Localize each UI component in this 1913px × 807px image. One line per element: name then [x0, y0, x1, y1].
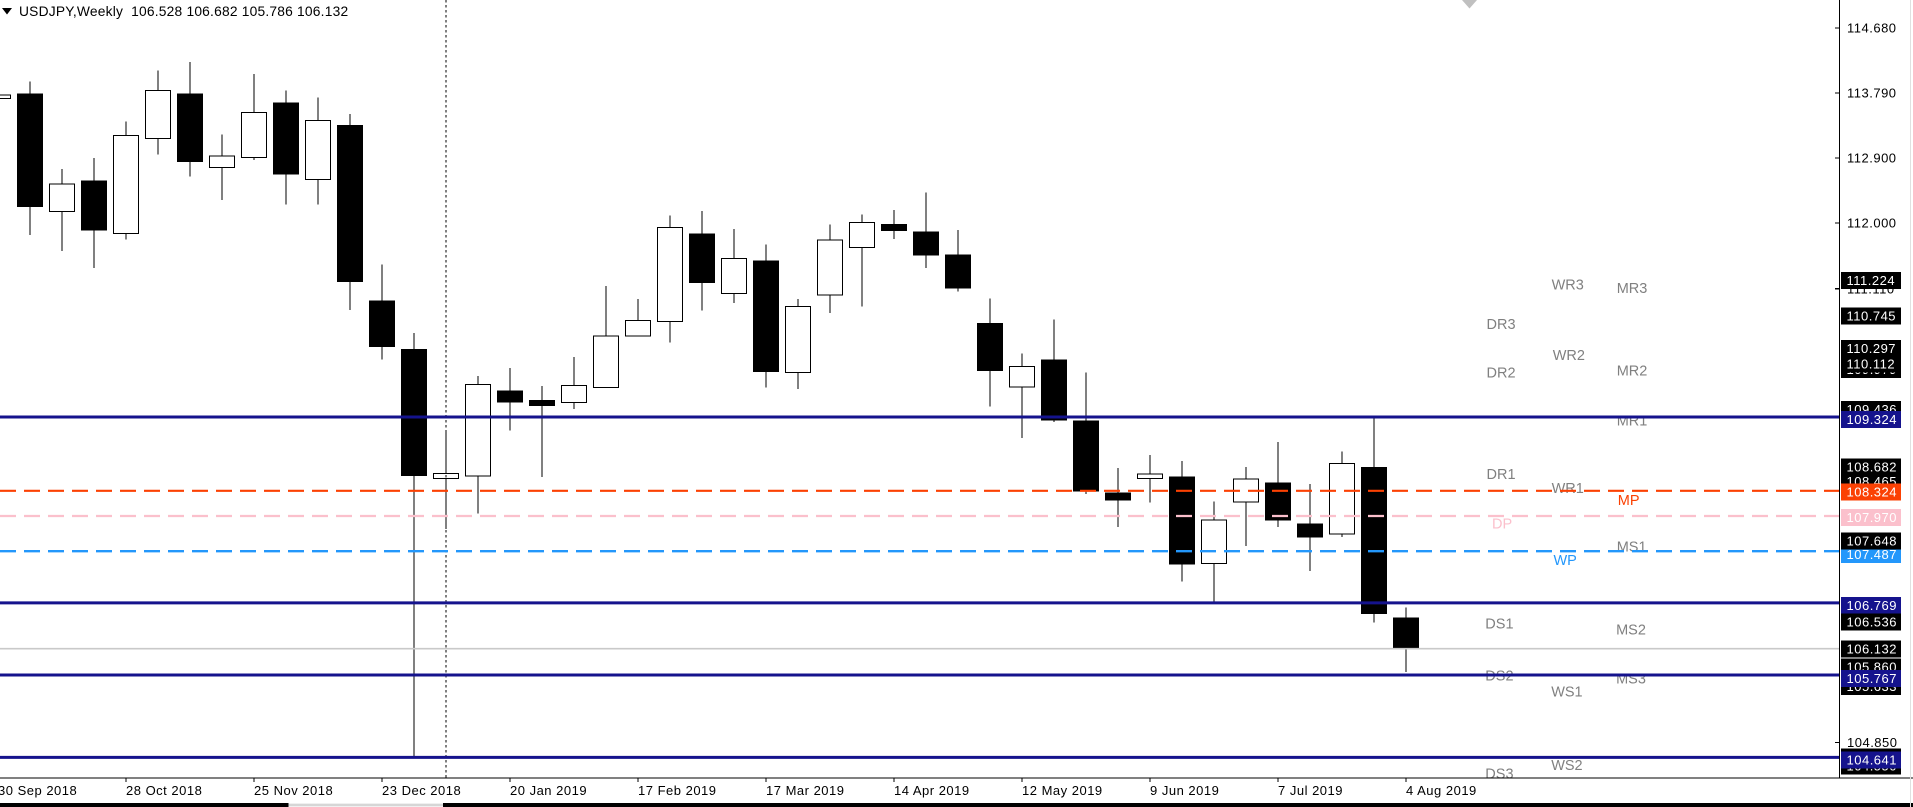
svg-text:MS1: MS1: [1617, 539, 1647, 555]
svg-text:25 Nov 2018: 25 Nov 2018: [254, 783, 333, 798]
svg-text:113.790: 113.790: [1847, 86, 1897, 101]
svg-text:DS1: DS1: [1485, 617, 1513, 633]
svg-text:106.132: 106.132: [1847, 642, 1898, 657]
svg-text:106.769: 106.769: [1847, 598, 1898, 613]
svg-text:WR1: WR1: [1552, 481, 1584, 497]
svg-text:108.682: 108.682: [1847, 460, 1898, 475]
svg-text:111.224: 111.224: [1847, 273, 1896, 288]
svg-text:112.000: 112.000: [1847, 216, 1897, 231]
svg-text:WS2: WS2: [1551, 758, 1582, 774]
svg-text:114.680: 114.680: [1847, 21, 1897, 36]
svg-text:WR2: WR2: [1553, 348, 1585, 364]
svg-text:110.745: 110.745: [1847, 309, 1897, 324]
svg-text:112.900: 112.900: [1847, 151, 1897, 166]
svg-text:110.112: 110.112: [1847, 357, 1896, 372]
svg-text:17 Feb 2019: 17 Feb 2019: [638, 783, 717, 798]
svg-text:28 Oct 2018: 28 Oct 2018: [126, 783, 202, 798]
svg-text:DR3: DR3: [1487, 317, 1516, 333]
svg-text:107.648: 107.648: [1847, 534, 1898, 549]
svg-text:30 Sep 2018: 30 Sep 2018: [0, 783, 77, 798]
svg-text:107.970: 107.970: [1847, 510, 1898, 525]
svg-text:17 Mar 2019: 17 Mar 2019: [766, 783, 845, 798]
svg-text:WR3: WR3: [1552, 278, 1584, 294]
svg-text:106.536: 106.536: [1847, 615, 1898, 630]
svg-text:WP: WP: [1554, 553, 1577, 569]
svg-text:MR3: MR3: [1617, 281, 1648, 297]
svg-text:104.641: 104.641: [1847, 753, 1898, 768]
svg-text:4 Aug 2019: 4 Aug 2019: [1406, 783, 1477, 798]
svg-text:MR2: MR2: [1617, 363, 1648, 379]
svg-text:MS2: MS2: [1616, 623, 1646, 639]
svg-text:104.850: 104.850: [1847, 735, 1898, 750]
svg-text:20 Jan 2019: 20 Jan 2019: [510, 783, 587, 798]
svg-text:14 Apr 2019: 14 Apr 2019: [894, 783, 970, 798]
svg-text:108.324: 108.324: [1847, 485, 1898, 500]
svg-text:110.297: 110.297: [1847, 341, 1897, 356]
svg-text:105.767: 105.767: [1847, 671, 1898, 686]
svg-text:USDJPY,Weekly 106.528 106.682: USDJPY,Weekly 106.528 106.682 105.786 10…: [19, 4, 348, 19]
svg-text:WS1: WS1: [1551, 685, 1582, 701]
svg-text:MP: MP: [1618, 493, 1640, 509]
svg-text:23 Dec 2018: 23 Dec 2018: [382, 783, 461, 798]
svg-text:109.324: 109.324: [1847, 412, 1898, 427]
svg-text:107.487: 107.487: [1847, 547, 1898, 562]
svg-text:DS3: DS3: [1485, 766, 1513, 782]
svg-text:DP: DP: [1492, 517, 1512, 533]
svg-text:9 Jun 2019: 9 Jun 2019: [1150, 783, 1219, 798]
svg-text:DR2: DR2: [1487, 366, 1516, 382]
svg-text:DS2: DS2: [1485, 669, 1513, 685]
svg-text:DR1: DR1: [1487, 467, 1516, 483]
svg-text:7 Jul 2019: 7 Jul 2019: [1278, 783, 1343, 798]
svg-text:12 May 2019: 12 May 2019: [1022, 783, 1103, 798]
